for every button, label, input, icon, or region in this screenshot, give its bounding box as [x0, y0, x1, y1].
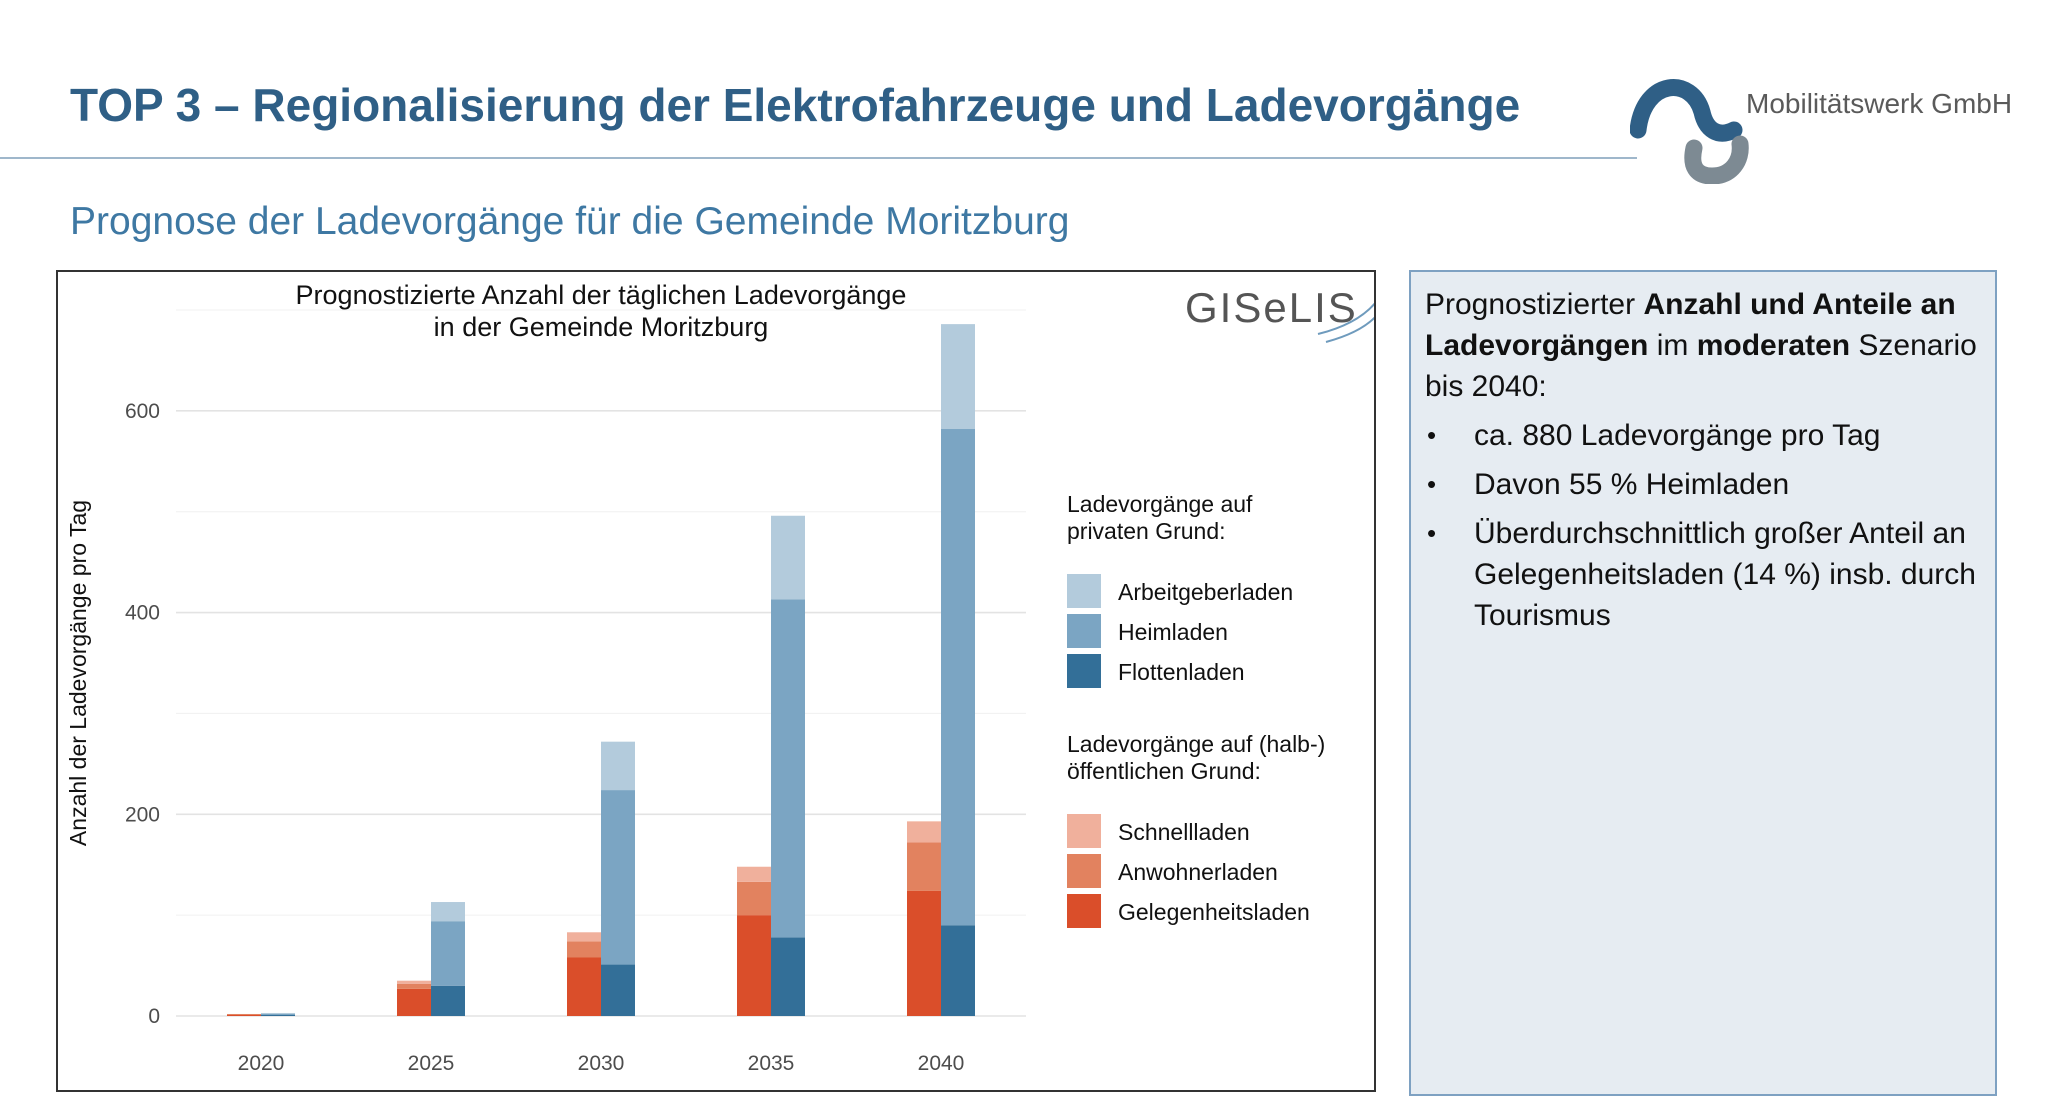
- bar-segment-arbeitgeberladen: [771, 515, 805, 600]
- bar-segment-gelegenheitsladen: [737, 915, 771, 1016]
- bar-segment-anwohnerladen: [397, 983, 431, 989]
- info-intro-emphasis: Anzahl und Anteile an Ladevorgängen: [1425, 288, 1956, 362]
- bar-segment-schnellladen: [567, 932, 601, 942]
- chart-panel: Prognostizierte Anzahl der täglichen Lad…: [56, 270, 1376, 1092]
- legend-heading: Ladevorgänge auf: [1067, 491, 1253, 517]
- slide-title: TOP 3 – Regionalisierung der Elektrofahr…: [70, 79, 1521, 131]
- bar-segment-arbeitgeberladen: [431, 902, 465, 922]
- info-intro-text: im: [1648, 329, 1697, 362]
- info-panel: Prognostizierter Anzahl und Anteile an L…: [1409, 270, 1997, 1096]
- legend-label: Arbeitgeberladen: [1118, 579, 1293, 605]
- info-bullet: ca. 880 Ladevorgänge pro Tag: [1425, 415, 1981, 456]
- stacked-bar-chart: Prognostizierte Anzahl der täglichen Lad…: [65, 280, 1374, 1075]
- x-tick-label: 2040: [918, 1052, 965, 1075]
- chart-title: Prognostizierte Anzahl der täglichen Lad…: [296, 280, 907, 310]
- info-intro: Prognostizierter Anzahl und Anteile an L…: [1425, 284, 1981, 407]
- y-tick-label: 200: [125, 803, 160, 826]
- x-tick-label: 2020: [238, 1052, 285, 1075]
- bar-segment-gelegenheitsladen: [397, 988, 431, 1016]
- legend-label: Heimladen: [1118, 619, 1228, 645]
- giselis-logo: GISeLIS: [1185, 284, 1358, 331]
- bar-segment-anwohnerladen: [567, 941, 601, 958]
- bar-segment-arbeitgeberladen: [261, 1012, 295, 1014]
- legend-label: Schnellladen: [1118, 819, 1250, 845]
- y-tick-label: 400: [125, 602, 160, 625]
- info-intro-text: Szenario bis 2040:: [1425, 329, 1977, 403]
- legend-label: Anwohnerladen: [1118, 859, 1278, 885]
- y-tick-label: 0: [148, 1005, 160, 1028]
- legend-heading: öffentlichen Grund:: [1067, 758, 1261, 784]
- bar-segment-flottenladen: [601, 964, 635, 1016]
- bar-segment-flottenladen: [261, 1014, 295, 1016]
- company-name: Mobilitätswerk GmbH: [1746, 88, 2013, 119]
- info-bullet-list: ca. 880 Ladevorgänge pro Tag Davon 55 % …: [1425, 415, 1981, 636]
- bar-segment-heimladen: [431, 921, 465, 986]
- slide-subtitle: Prognose der Ladevorgänge für die Gemein…: [70, 200, 1070, 243]
- info-bullet: Davon 55 % Heimladen: [1425, 464, 1981, 505]
- legend-swatch-anwohnerladen: [1067, 854, 1101, 888]
- bar-segment-anwohnerladen: [907, 842, 941, 891]
- legend-heading: privaten Grund:: [1067, 518, 1226, 544]
- bar-segment-arbeitgeberladen: [941, 324, 975, 430]
- x-tick-label: 2025: [408, 1052, 455, 1075]
- legend-label: Flottenladen: [1118, 659, 1245, 685]
- bar-segment-schnellladen: [737, 866, 771, 882]
- legend-label: Gelegenheitsladen: [1118, 899, 1310, 925]
- info-bullet: Überdurchschnittlich großer Anteil an Ge…: [1425, 513, 1981, 636]
- bar-segment-schnellladen: [907, 821, 941, 843]
- bar-segment-anwohnerladen: [737, 881, 771, 916]
- legend-heading: Ladevorgänge auf (halb-): [1067, 731, 1325, 757]
- bar-segment-heimladen: [771, 599, 805, 938]
- legend-swatch-arbeitgeberladen: [1067, 574, 1101, 608]
- bar-segment-flottenladen: [941, 925, 975, 1016]
- bar-segment-schnellladen: [397, 980, 431, 984]
- chart-title: in der Gemeinde Moritzburg: [434, 312, 769, 342]
- legend-swatch-heimladen: [1067, 614, 1101, 648]
- bar-segment-heimladen: [601, 790, 635, 965]
- legend-swatch-gelegenheitsladen: [1067, 894, 1101, 928]
- x-tick-label: 2035: [748, 1052, 795, 1075]
- bar-segment-heimladen: [941, 429, 975, 926]
- y-tick-label: 600: [125, 400, 160, 423]
- title-divider: [0, 157, 1637, 159]
- info-intro-text: Prognostizierter: [1425, 288, 1644, 321]
- bar-segment-arbeitgeberladen: [601, 741, 635, 791]
- legend-swatch-flottenladen: [1067, 654, 1101, 688]
- info-intro-emphasis: moderaten: [1696, 329, 1851, 362]
- bar-segment-gelegenheitsladen: [907, 890, 941, 1016]
- company-logo-icon: [1630, 79, 1749, 184]
- bar-segment-anwohnerladen: [227, 1013, 261, 1015]
- bar-segment-gelegenheitsladen: [227, 1014, 261, 1016]
- y-axis-label: Anzahl der Ladevorgänge pro Tag: [65, 500, 91, 846]
- bar-segment-flottenladen: [431, 985, 465, 1016]
- bar-segment-gelegenheitsladen: [567, 957, 601, 1016]
- bar-segment-flottenladen: [771, 937, 805, 1016]
- legend-swatch-schnellladen: [1067, 814, 1101, 848]
- giselis-swoosh-icon: [1317, 302, 1374, 343]
- x-tick-label: 2030: [578, 1052, 625, 1075]
- bar-segment-heimladen: [261, 1013, 295, 1015]
